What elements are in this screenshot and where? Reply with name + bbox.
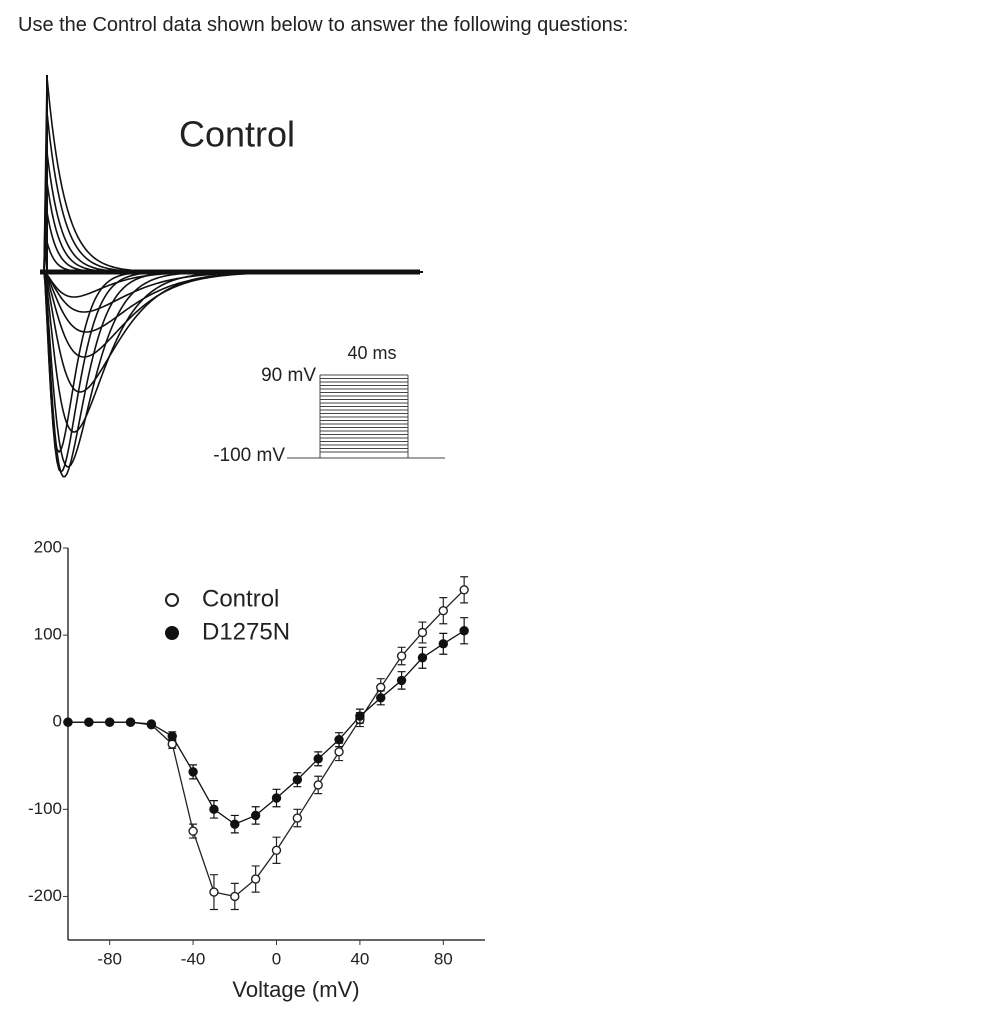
legend-marker bbox=[165, 593, 179, 607]
y-tick-label: -200 bbox=[28, 886, 62, 905]
data-point bbox=[209, 887, 219, 897]
series-line bbox=[68, 630, 465, 825]
x-axis-label: Voltage (mV) bbox=[232, 977, 359, 1002]
x-tick-label: 0 bbox=[272, 949, 281, 968]
data-point bbox=[271, 793, 282, 803]
data-point bbox=[355, 711, 365, 721]
y-tick-label: 200 bbox=[34, 537, 62, 556]
data-point bbox=[250, 874, 261, 884]
x-tick-label: -80 bbox=[97, 949, 122, 968]
holding-label: -100 mV bbox=[213, 445, 285, 466]
data-point bbox=[417, 653, 428, 663]
data-point bbox=[459, 626, 469, 636]
data-point bbox=[292, 813, 303, 823]
legend-label: D1275N bbox=[202, 618, 290, 645]
y-tick-label: 100 bbox=[34, 625, 62, 644]
outward-trace bbox=[43, 76, 420, 273]
data-point bbox=[230, 819, 240, 829]
data-point bbox=[396, 651, 407, 661]
data-point bbox=[313, 780, 323, 790]
x-tick-label: 40 bbox=[350, 949, 369, 968]
data-point bbox=[63, 717, 73, 727]
data-point bbox=[104, 717, 115, 727]
inward-trace bbox=[43, 271, 423, 333]
data-point bbox=[459, 585, 469, 595]
voltage-protocol bbox=[287, 374, 445, 459]
duration-label: 40 ms bbox=[347, 343, 396, 363]
data-point bbox=[376, 682, 386, 693]
data-point bbox=[376, 693, 386, 703]
data-point bbox=[334, 734, 344, 745]
data-point bbox=[167, 731, 177, 741]
data-point bbox=[250, 810, 261, 821]
data-point bbox=[125, 717, 136, 727]
data-point bbox=[188, 767, 198, 777]
current-traces bbox=[40, 75, 423, 478]
outward-trace bbox=[43, 241, 420, 273]
data-point bbox=[188, 826, 198, 836]
data-point bbox=[417, 627, 428, 638]
data-point bbox=[209, 804, 219, 815]
outward-trace bbox=[43, 211, 420, 273]
x-tick-label: -40 bbox=[181, 949, 206, 968]
outward-trace bbox=[43, 181, 420, 273]
data-point bbox=[313, 754, 323, 764]
y-tick-label: 0 bbox=[53, 712, 62, 731]
data-point bbox=[438, 606, 448, 616]
data-point bbox=[146, 719, 157, 729]
data-point bbox=[84, 717, 94, 727]
data-point bbox=[292, 775, 303, 785]
data-point bbox=[334, 747, 344, 757]
y-tick-label: -100 bbox=[28, 799, 62, 818]
legend-marker bbox=[165, 626, 179, 640]
data-point bbox=[396, 675, 407, 686]
legend-label: Control bbox=[202, 585, 279, 612]
x-tick-label: 80 bbox=[434, 949, 453, 968]
data-point bbox=[230, 891, 240, 902]
outward-trace bbox=[43, 151, 420, 273]
question-text: Use the Control data shown below to answ… bbox=[18, 14, 629, 36]
data-point bbox=[271, 845, 282, 855]
step-label: 90 mV bbox=[261, 365, 316, 386]
inward-trace bbox=[43, 271, 423, 298]
traces-title: Control bbox=[179, 114, 295, 155]
data-point bbox=[438, 639, 448, 649]
